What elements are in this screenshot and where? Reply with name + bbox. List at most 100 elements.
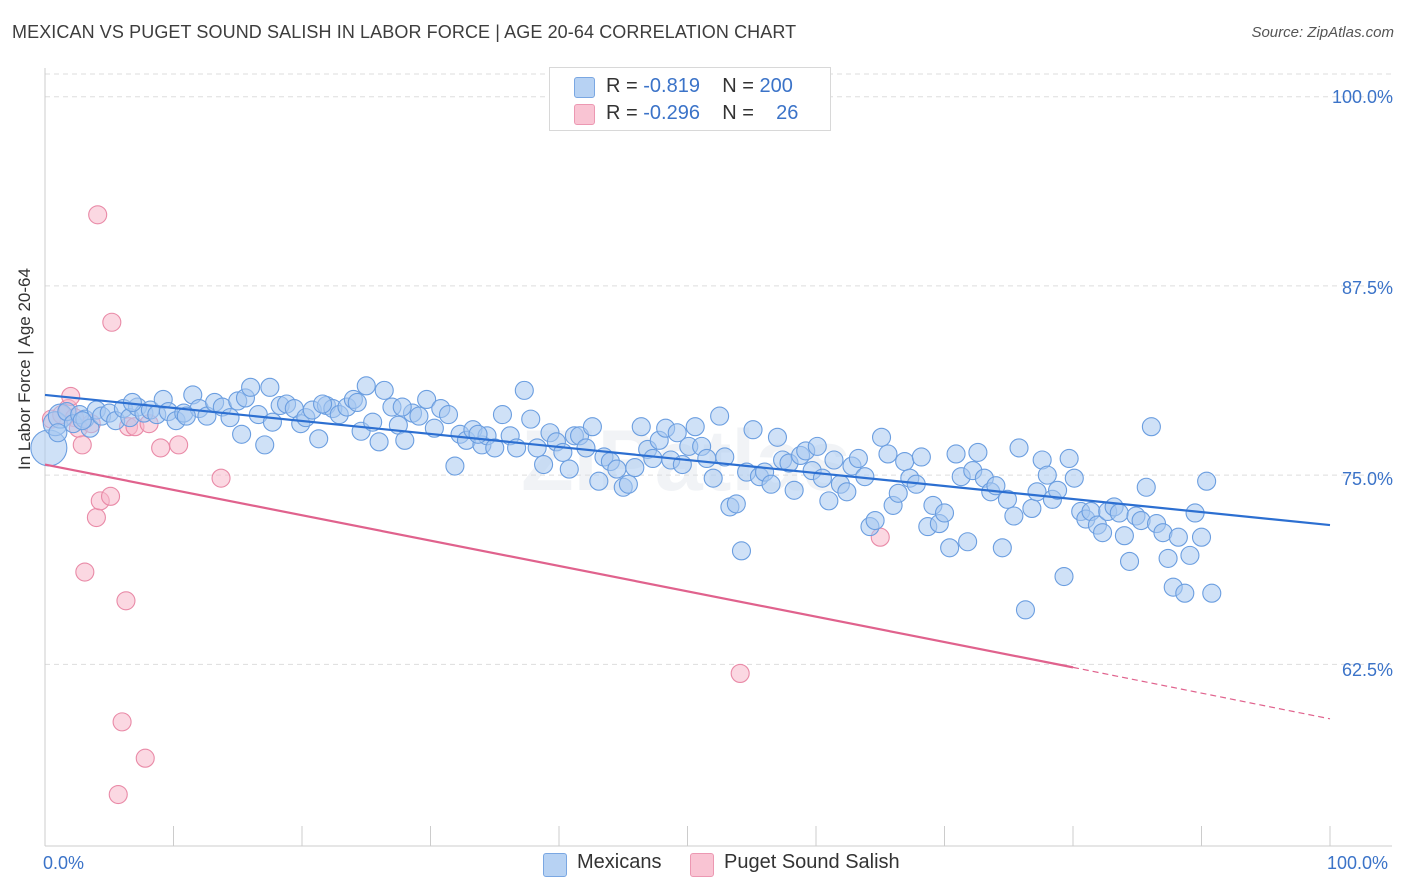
mexicans-point <box>241 377 261 397</box>
mexicans-point <box>1093 523 1113 543</box>
mexicans-point <box>940 538 960 558</box>
mexicans-point <box>731 541 752 561</box>
mexicans-point <box>232 424 252 444</box>
mexicans-point <box>824 450 844 470</box>
puget-sound-salish-trend-extension <box>1072 666 1331 720</box>
mexicans-point <box>1197 471 1217 491</box>
mexicans-swatch <box>574 77 595 98</box>
mexicans-point <box>1141 417 1161 437</box>
mexicans-point <box>582 417 602 437</box>
mexicans-point <box>313 394 333 414</box>
legend-n-label: N = <box>722 102 760 124</box>
mexicans-point <box>715 447 735 467</box>
x-tick-label: 0.0% <box>43 853 85 873</box>
mexicans-point <box>1054 567 1074 587</box>
puget-sound-salish-point <box>75 562 95 582</box>
correlation-legend: R = -0.819 N = 200 R = -0.296 N = 26 <box>549 67 831 131</box>
mexicans-point <box>1037 465 1057 485</box>
mexicans-point <box>703 468 723 488</box>
mexicans-point <box>697 448 717 469</box>
mexicans-point <box>784 480 804 500</box>
puget-sound-salish-point <box>151 438 171 458</box>
puget-sound-salish-swatch <box>574 104 595 125</box>
mexicans-point <box>576 438 596 458</box>
mexicans-points <box>30 376 1222 620</box>
y-tick-label: 87.5% <box>1341 278 1393 298</box>
mexicans-point <box>1131 510 1151 531</box>
mexicans-point <box>819 491 839 511</box>
legend-n-value: 200 <box>759 75 793 97</box>
mexicans-trend-line <box>44 393 1331 527</box>
puget-sound-salish-point <box>211 468 231 488</box>
mexicans-point <box>309 429 329 449</box>
mexicans-point <box>262 412 282 432</box>
legend-n-value: 26 <box>776 102 799 124</box>
mexicans-point <box>260 377 280 397</box>
puget-sound-salish-point <box>72 435 92 455</box>
y-tick-label: 75.0% <box>1341 469 1393 489</box>
mexicans-point <box>1064 468 1084 488</box>
mexicans-point <box>409 406 429 426</box>
mexicans-point <box>726 494 746 514</box>
mexicans-point <box>1109 503 1129 523</box>
mexicans-point <box>1158 548 1178 568</box>
mexicans-point <box>888 483 908 503</box>
mexicans-point <box>255 435 275 455</box>
legend-r-label: R = <box>606 102 644 124</box>
mexicans-point <box>807 436 827 456</box>
mexicans-point <box>48 423 68 443</box>
mexicans-point <box>871 427 892 447</box>
legend-r-value: -0.296 <box>643 102 700 124</box>
mexicans-point <box>946 444 966 464</box>
puget-sound-salish-point <box>108 784 128 805</box>
mexicans-point <box>1136 477 1156 497</box>
mexicans-point <box>895 451 915 472</box>
mexicans-point <box>589 471 609 491</box>
mexicans-point <box>1015 600 1036 620</box>
mexicans-point <box>1180 545 1200 565</box>
puget-sound-salish-point <box>102 312 122 332</box>
mexicans-point <box>527 438 547 458</box>
mexicans-point <box>865 510 885 531</box>
mexicans-point <box>369 432 389 452</box>
mexicans-point <box>631 417 651 437</box>
puget-sound-salish-trend-line <box>44 463 1074 669</box>
mexicans-point <box>356 376 376 396</box>
mexicans-point <box>395 430 415 450</box>
mexicans-point <box>934 503 955 523</box>
mexicans-point <box>618 474 638 494</box>
mexicans-swatch <box>543 853 567 877</box>
mexicans-point <box>534 454 554 475</box>
mexicans-point <box>812 468 832 488</box>
mexicans-point <box>743 420 763 440</box>
legend-r-label: R = <box>606 75 644 97</box>
mexicans-point <box>878 444 898 464</box>
y-tick-label: 62.5% <box>1341 660 1393 680</box>
grid-lines <box>45 73 1392 665</box>
source-credit: Source: ZipAtlas.com <box>1251 24 1394 41</box>
mexicans-point <box>424 418 444 438</box>
mexicans-point <box>521 409 541 429</box>
puget-sound-salish-point <box>86 507 106 528</box>
puget-sound-salish-point <box>116 591 136 611</box>
legend-series-label: Puget Sound Salish <box>724 851 900 873</box>
y-tick-label: 100.0% <box>1331 87 1393 107</box>
mexicans-point <box>710 406 730 426</box>
mexicans-point <box>468 424 488 444</box>
mexicans-point <box>1004 506 1024 526</box>
puget-sound-salish-swatch <box>690 853 714 877</box>
mexicans-point <box>848 448 868 469</box>
trend-lines <box>44 393 1331 720</box>
mexicans-point <box>220 408 240 428</box>
mexicans-point <box>1119 551 1140 571</box>
mexicans-point <box>761 474 781 494</box>
y-axis-label: In Labor Force | Age 20-64 <box>15 268 34 470</box>
mexicans-point <box>1048 480 1068 500</box>
mexicans-point <box>607 459 627 479</box>
mexicans-point <box>968 442 988 462</box>
x-tick-label: 100.0% <box>1327 853 1389 873</box>
mexicans-point <box>958 532 978 552</box>
mexicans-point <box>176 406 196 426</box>
puget-sound-salish-point <box>112 712 132 732</box>
mexicans-point <box>1114 526 1134 546</box>
